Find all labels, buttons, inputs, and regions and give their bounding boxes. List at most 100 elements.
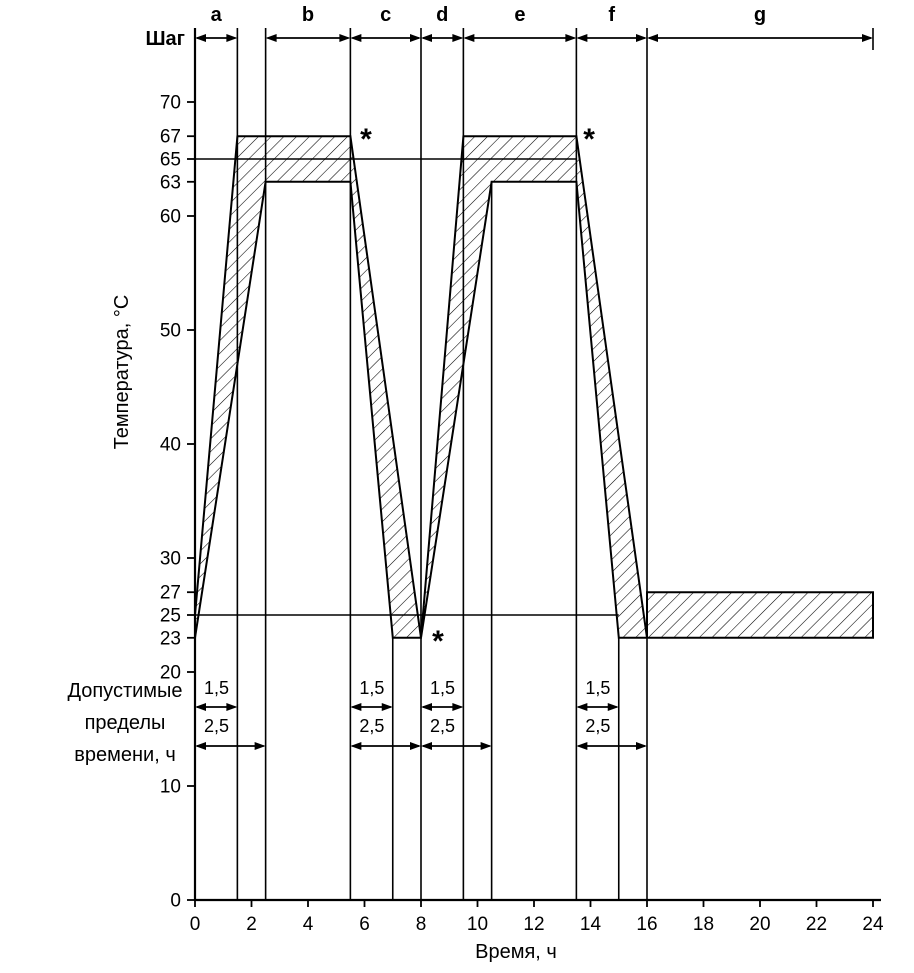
y-tick-label: 0 [170, 891, 181, 912]
arrowhead-right-icon [410, 742, 421, 750]
arrowhead-right-icon [607, 703, 619, 711]
step-label-e: e [514, 4, 525, 26]
arrowhead-left-icon [265, 34, 277, 42]
time-limits-annotation-line: Допустимые [67, 680, 182, 702]
time-limits-annotation: Допустимые пределы времени, ч [67, 680, 182, 766]
time-limits-annotation-line: времени, ч [74, 744, 176, 766]
arrowhead-left-icon [350, 742, 362, 750]
arrowhead-right-icon [862, 34, 873, 42]
arrowhead-right-icon [254, 742, 266, 750]
tolerance-value-label: 1,5 [204, 678, 229, 698]
x-tick-label: 18 [693, 914, 714, 935]
step-arrow-b [265, 34, 351, 42]
y-tick-label: 67 [160, 127, 181, 148]
arrowhead-right-icon [410, 34, 421, 42]
arrowhead-left-icon [421, 703, 432, 711]
x-tick-label: 14 [580, 914, 602, 935]
time-tolerance-group: 1,5 2,5 [350, 678, 421, 750]
x-tick-label: 12 [523, 914, 544, 935]
arrowhead-left-icon [576, 742, 588, 750]
x-tick-group: 0 2 4 6 8 10 12 14 16 18 20 22 24 [190, 900, 884, 935]
arrowhead-right-icon [636, 742, 647, 750]
tolerance-value-label: 1,5 [430, 678, 455, 698]
arrowhead-right-icon [339, 34, 351, 42]
step-arrow-g [647, 34, 873, 42]
step-arrow-a [195, 34, 238, 42]
asterisk-marker: * [583, 123, 595, 156]
step-label-c: c [380, 4, 391, 26]
y-tick-label: 10 [160, 777, 181, 798]
arrowhead-left-icon [647, 34, 658, 42]
time-tolerance-group: 1,5 2,5 [421, 678, 492, 750]
y-tick-label: 30 [160, 549, 181, 570]
arrowhead-right-icon [565, 34, 577, 42]
x-tick-label: 0 [190, 914, 201, 935]
tolerance-value-label: 1,5 [585, 678, 610, 698]
step-arrow-e [463, 34, 577, 42]
asterisk-marker: * [360, 123, 372, 156]
tolerance-value-label: 2,5 [430, 716, 455, 736]
y-axis-title: Температура, °С [111, 295, 133, 450]
x-tick-label: 16 [636, 914, 657, 935]
step-label-d: d [436, 4, 448, 26]
x-tick-label: 2 [246, 914, 257, 935]
tolerance-value-label: 2,5 [204, 716, 229, 736]
x-tick-label: 10 [467, 914, 488, 935]
tolerance-value-label: 2,5 [359, 716, 384, 736]
y-tick-label: 27 [160, 583, 181, 604]
y-tick-label: 63 [160, 172, 181, 193]
tolerance-value-label: 2,5 [585, 716, 610, 736]
arrowhead-left-icon [421, 34, 432, 42]
y-tick-label: 23 [160, 628, 181, 649]
step-row-title: Шаг [145, 28, 185, 50]
tolerance-arrow [195, 742, 266, 750]
tolerance-arrow [421, 703, 464, 711]
tolerance-arrow [421, 742, 492, 750]
arrowhead-left-icon [576, 34, 588, 42]
arrowhead-left-icon [463, 34, 475, 42]
x-tick-label: 20 [749, 914, 770, 935]
step-arrow-d [421, 34, 464, 42]
time-tolerance-group: 1,5 2,5 [195, 678, 266, 750]
y-tick-label: 60 [160, 207, 181, 228]
arrowhead-right-icon [452, 703, 464, 711]
arrowhead-left-icon [195, 742, 206, 750]
x-tick-label: 6 [359, 914, 370, 935]
arrowhead-right-icon [381, 703, 393, 711]
time-tolerance-groups: 1,5 2,5 1,5 2,5 1,5 2,5 1,5 2,5 [195, 678, 647, 750]
arrowhead-right-icon [480, 742, 492, 750]
tolerance-value-label: 1,5 [359, 678, 384, 698]
y-tick-label: 65 [160, 150, 181, 171]
tolerance-arrow [350, 703, 393, 711]
arrowhead-left-icon [195, 34, 206, 42]
step-arrow-f [576, 34, 647, 42]
arrowhead-left-icon [195, 703, 206, 711]
step-label-g: g [754, 4, 766, 26]
tolerance-arrow [576, 703, 619, 711]
x-tick-label: 8 [416, 914, 427, 935]
x-tick-label: 24 [862, 914, 884, 935]
step-arrow-c [350, 34, 421, 42]
y-tick-label: 20 [160, 663, 181, 684]
time-limits-annotation-line: пределы [85, 712, 166, 734]
tolerance-arrow [195, 703, 238, 711]
arrowhead-left-icon [421, 742, 432, 750]
step-label-f: f [608, 4, 615, 26]
step-label-a: a [211, 4, 223, 26]
arrowhead-right-icon [226, 703, 238, 711]
tolerance-arrow [576, 742, 647, 750]
x-tick-label: 4 [303, 914, 314, 935]
arrowhead-left-icon [576, 703, 588, 711]
y-tick-label: 40 [160, 435, 181, 456]
arrowhead-left-icon [350, 34, 362, 42]
arrowhead-left-icon [350, 703, 362, 711]
tolerance-band [194, 135, 874, 639]
y-tick-label: 70 [160, 93, 181, 114]
step-row: Шаг a b c d e f g [145, 4, 873, 50]
arrowhead-right-icon [452, 34, 464, 42]
tolerance-arrow [350, 742, 421, 750]
y-tick-label: 50 [160, 321, 181, 342]
